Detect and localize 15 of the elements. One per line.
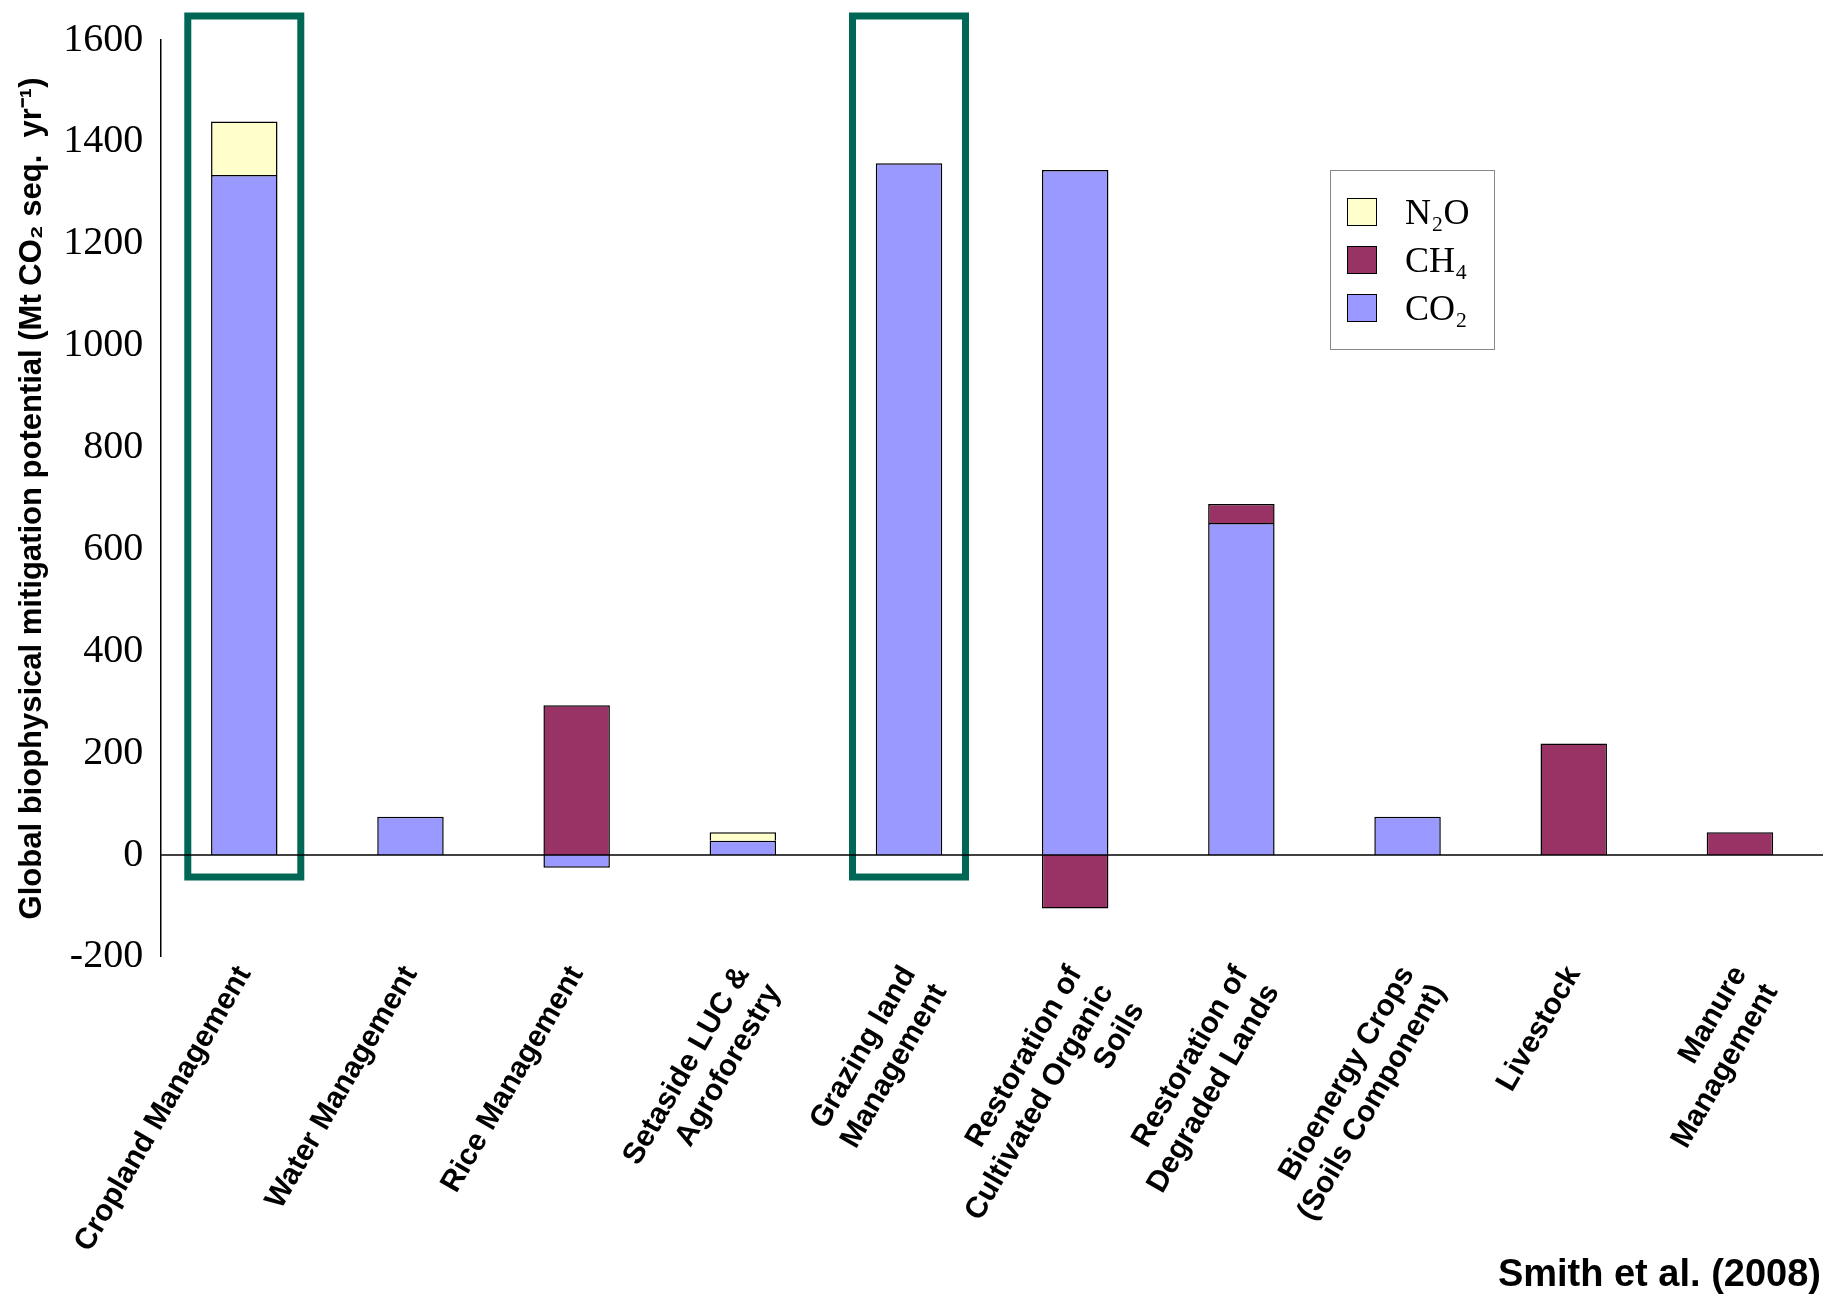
y-tick-label: 1400 [63, 116, 144, 162]
y-tick-label: -200 [69, 931, 144, 977]
y-tick-label: 600 [83, 523, 144, 569]
y-tick-label: 1600 [63, 14, 144, 60]
y-tick-label: 400 [83, 625, 144, 671]
y-tick-label: 1000 [63, 320, 144, 366]
legend-label: CH₄ [1405, 239, 1468, 281]
text: Smith et al. (2008) [1497, 1252, 1821, 1295]
y-tick-label: 200 [83, 727, 144, 773]
legend-label: CO₂ [1405, 287, 1468, 329]
y-tick-label: 800 [83, 422, 144, 468]
y-tick-label: 1200 [63, 218, 144, 264]
y-tick-label: 0 [123, 829, 144, 875]
y-axis-title: Global biophysical mitigation potential (Mt CO₂ seq. yr⁻¹) [13, 77, 49, 920]
legend-label: N₂O [1405, 191, 1470, 233]
